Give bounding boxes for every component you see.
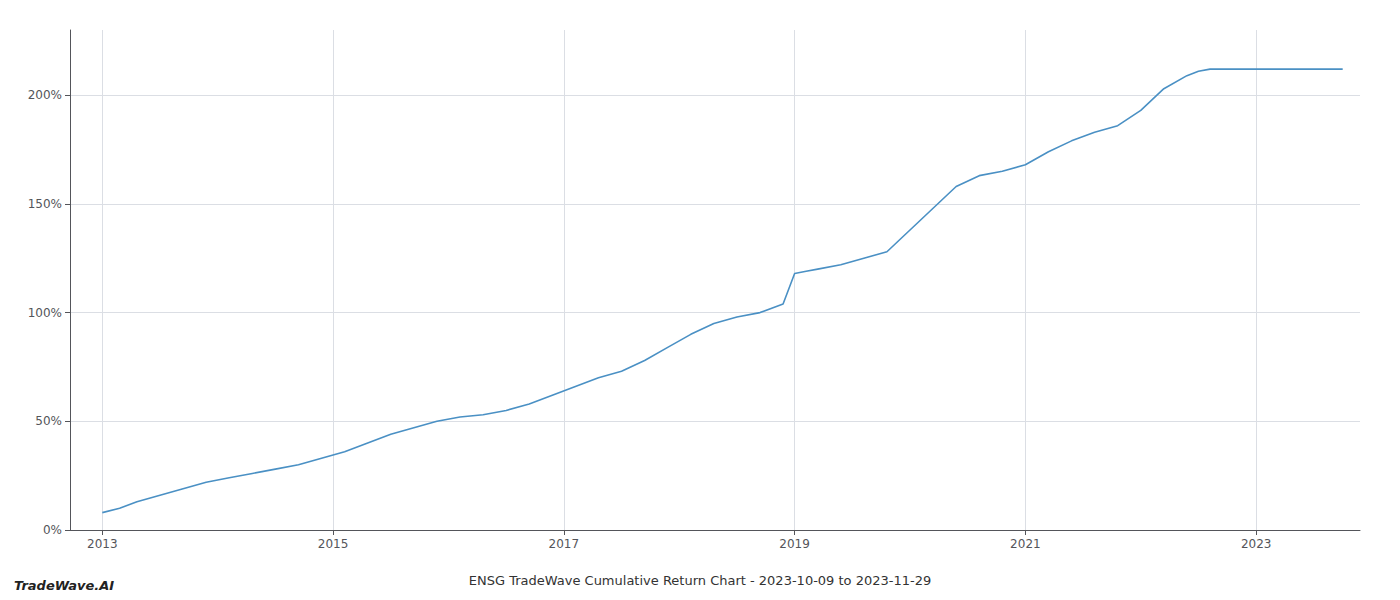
svg-text:2013: 2013: [87, 537, 118, 551]
svg-text:2021: 2021: [1010, 537, 1041, 551]
svg-text:2017: 2017: [549, 537, 580, 551]
svg-text:200%: 200%: [28, 88, 62, 102]
svg-text:150%: 150%: [28, 197, 62, 211]
svg-text:ENSG TradeWave Cumulative Retu: ENSG TradeWave Cumulative Return Chart -…: [469, 573, 932, 588]
svg-text:2023: 2023: [1241, 537, 1272, 551]
svg-text:100%: 100%: [28, 306, 62, 320]
svg-text:0%: 0%: [43, 523, 62, 537]
svg-text:2015: 2015: [318, 537, 349, 551]
svg-text:TradeWave.AI: TradeWave.AI: [14, 578, 114, 593]
svg-text:2019: 2019: [779, 537, 810, 551]
svg-text:50%: 50%: [35, 414, 62, 428]
